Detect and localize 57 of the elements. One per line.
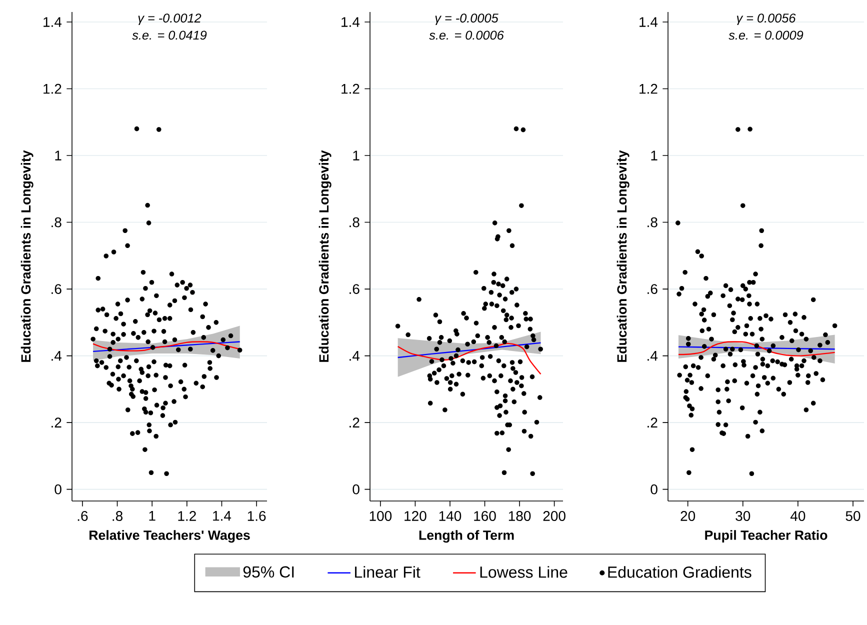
text: 95% CI <box>243 566 294 578</box>
y-tick-label: 1.2 <box>640 84 658 94</box>
y-tick-label: 1 <box>353 150 360 160</box>
y-tick-label: .2 <box>648 418 658 428</box>
y-tick-label: 1.2 <box>342 84 360 94</box>
x-tick-label: 1.2 <box>178 511 196 521</box>
x-tick-label: 1.6 <box>248 511 266 521</box>
x-tick-label: .6 <box>78 511 88 521</box>
y-tick-label: 1.4 <box>342 17 360 27</box>
y-tick-label: .6 <box>648 284 658 294</box>
y-tick-label: 1 <box>55 150 62 160</box>
x-axis-title: Length of Term <box>419 530 514 543</box>
x-tick-label: 1 <box>149 511 156 521</box>
y-tick-label: .8 <box>350 217 360 228</box>
y-tick-label: .6 <box>350 284 360 294</box>
x-tick-label: .8 <box>112 511 122 521</box>
x-tick-label: 140 <box>439 511 462 521</box>
y-tick-label: .6 <box>52 284 62 294</box>
annotation: γ = -0.0005 <box>435 14 498 26</box>
y-tick-label: 1.4 <box>640 17 658 27</box>
y-tick-label: 0 <box>352 484 360 494</box>
annotation: γ = 0.0056 <box>736 14 796 26</box>
y-tick-label: 1 <box>651 150 658 160</box>
x-tick-label: 1.4 <box>213 511 232 521</box>
x-tick-label: 100 <box>370 511 392 521</box>
x-tick-label: 200 <box>543 511 566 521</box>
line-series <box>397 342 542 358</box>
y-tick-label: .2 <box>52 418 62 428</box>
y-tick-label: .8 <box>648 217 658 228</box>
x-tick-label: 120 <box>404 511 426 521</box>
y-tick-label: .4 <box>350 351 360 361</box>
x-axis-title: Relative Teachers' Wages <box>90 530 250 543</box>
x-tick-label: 180 <box>508 511 531 521</box>
legend-label: Linear Fit <box>355 566 420 578</box>
y-tick-label: .4 <box>648 350 658 361</box>
y-tick-label: .2 <box>350 418 360 428</box>
x-tick-label: 50 <box>846 511 860 521</box>
legend-label: Education Gradients <box>608 566 752 578</box>
x-tick-label: 160 <box>474 511 496 521</box>
y-tick-label: 0 <box>54 484 62 494</box>
y-tick-label: 1.4 <box>44 17 62 27</box>
y-tick-label: 0 <box>650 484 658 494</box>
y-axis-title: Education Gradients in Longevity <box>20 150 34 362</box>
y-axis-title: Education Gradients in Longevity <box>318 150 332 362</box>
annotation: γ = -0.0012 <box>138 14 202 26</box>
annotation: s.e. = 0.0009 <box>728 30 804 40</box>
x-axis-title: Pupil Teacher Ratio <box>705 530 828 543</box>
y-tick-label: .4 <box>52 351 62 361</box>
annotation: s.e. = 0.0419 <box>132 30 207 40</box>
x-tick-label: 30 <box>736 511 750 521</box>
y-axis-title: Education Gradients in Longevity <box>616 150 630 362</box>
legend-label: Lowess Line <box>480 566 568 578</box>
y-tick-label: 1.2 <box>44 84 62 94</box>
y-tick-label: .8 <box>52 217 62 228</box>
x-tick-label: 40 <box>790 511 806 521</box>
annotation: s.e. = 0.0006 <box>429 30 504 40</box>
x-tick-label: 20 <box>680 511 696 521</box>
